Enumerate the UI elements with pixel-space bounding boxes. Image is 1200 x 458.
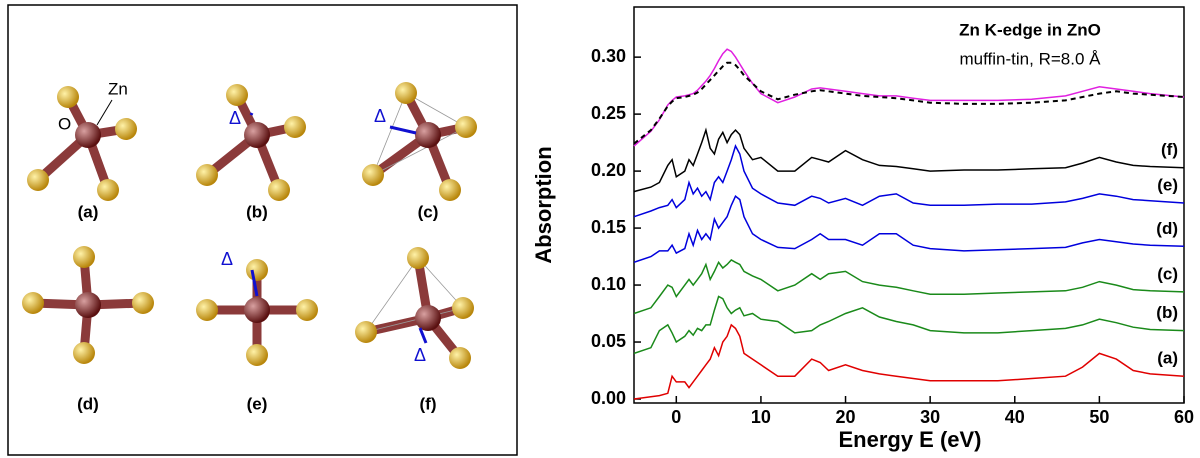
oxygen-atom (246, 259, 268, 281)
structure-panel (7, 4, 518, 456)
x-axis-label: Energy E (eV) (838, 427, 981, 452)
panel-label: (b) (246, 202, 268, 221)
x-tick-label: 10 (751, 407, 771, 427)
series-line (633, 61, 1185, 145)
oxygen-atom (449, 347, 471, 369)
displacement-label: Δ (414, 345, 426, 365)
oxygen-atom (395, 82, 417, 104)
y-tick-label: 0.10 (591, 274, 626, 294)
y-tick-label: 0.00 (591, 388, 626, 408)
series-line (633, 195, 1185, 264)
displacement-arrow (250, 269, 259, 297)
x-tick-label: 30 (920, 407, 940, 427)
x-tick-label: 60 (1174, 407, 1194, 427)
oxygen-atom (246, 344, 268, 366)
plot-frame (633, 6, 1185, 404)
displacement-label: Δ (221, 249, 233, 269)
series-line (633, 127, 1185, 193)
y-tick-label: 0.30 (591, 46, 626, 66)
atom-label: O (58, 114, 71, 133)
curve-label: (c) (1157, 264, 1178, 283)
oxygen-atom (268, 179, 290, 201)
displacement-arrow (389, 125, 417, 135)
series-line (633, 259, 1185, 315)
panel-label: (d) (77, 394, 99, 413)
series-line (633, 323, 1185, 400)
y-tick-label: 0.20 (591, 160, 626, 180)
y-tick-label: 0.05 (591, 331, 626, 351)
chart-title: Zn K-edge in ZnO (959, 20, 1101, 39)
zinc-atom (75, 122, 101, 148)
chart: Zn K-edge in ZnO muffin-tin, R=8.0 Å Ene… (531, 6, 1194, 452)
oxygen-atom (439, 179, 461, 201)
panel-label: (c) (418, 202, 439, 221)
panel-label: (f) (420, 394, 437, 413)
atom-label: Zn (108, 79, 128, 98)
curve-label: (b) (1156, 303, 1178, 322)
series-line (633, 295, 1185, 355)
oxygen-atom (73, 342, 95, 364)
oxygen-atom (452, 297, 474, 319)
oxygen-atom (284, 116, 306, 138)
face-outline (372, 92, 467, 176)
zinc-atom (75, 292, 101, 318)
oxygen-atom (115, 118, 137, 140)
y-axis-label: Absorption (531, 146, 556, 263)
x-tick-label: 50 (1089, 407, 1109, 427)
zinc-atom (244, 122, 270, 148)
oxygen-atom (97, 179, 119, 201)
y-tick-label: 0.25 (591, 103, 626, 123)
face-outline (365, 257, 464, 333)
x-tick-label: 20 (836, 407, 856, 427)
displacement-label: Δ (374, 106, 386, 126)
oxygen-atom (196, 299, 218, 321)
structures: (a) Δ (b) Δ (c) (d) Δ (e) Δ (f) O Zn (22, 79, 477, 413)
series-line (633, 48, 1185, 147)
oxygen-atom (355, 321, 377, 343)
oxygen-atom (407, 247, 429, 269)
oxygen-atom (73, 246, 95, 268)
displacement-arrow (249, 112, 254, 116)
oxygen-atom (296, 299, 318, 321)
displacement-label: Δ (229, 108, 241, 128)
oxygen-atom (57, 86, 79, 108)
series-line (633, 144, 1185, 218)
y-tick-label: 0.15 (591, 217, 626, 237)
oxygen-atom (455, 116, 477, 138)
curve-label: (f) (1161, 140, 1178, 159)
curve-label: (a) (1157, 349, 1178, 368)
oxygen-atom (226, 84, 248, 106)
displacement-arrow (418, 327, 428, 344)
zinc-atom (415, 305, 441, 331)
curve-label: (e) (1157, 175, 1178, 194)
pointer (96, 99, 113, 126)
zinc-atom (244, 297, 270, 323)
x-tick-label: 40 (1005, 407, 1025, 427)
oxygen-atom (196, 164, 218, 186)
x-tick-label: 0 (671, 407, 681, 427)
zinc-atom (415, 122, 441, 148)
oxygen-atom (132, 292, 154, 314)
curve-label: (d) (1156, 219, 1178, 238)
oxygen-atom (22, 292, 44, 314)
panel-label: (e) (247, 394, 268, 413)
oxygen-atom (362, 164, 384, 186)
panel-label: (a) (78, 202, 99, 221)
chart-subtitle: muffin-tin, R=8.0 Å (960, 49, 1102, 68)
oxygen-atom (27, 169, 49, 191)
